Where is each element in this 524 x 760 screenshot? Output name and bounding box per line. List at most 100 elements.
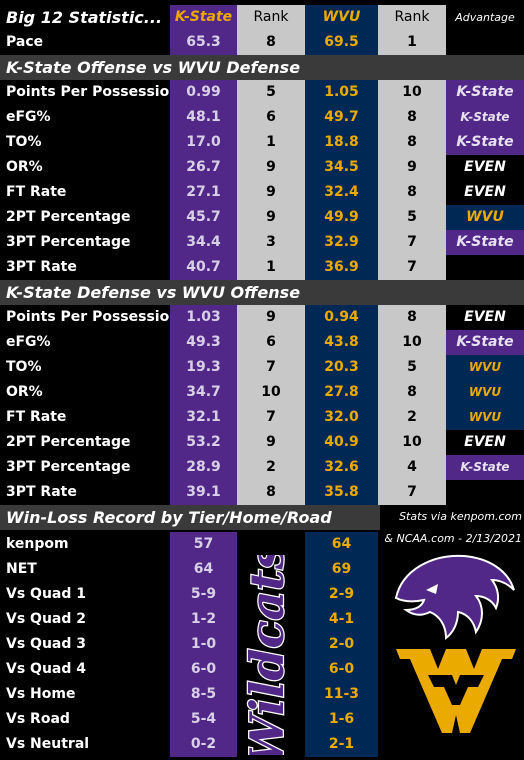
advantage-badge: WVU bbox=[446, 405, 524, 430]
kstate-record: 5-9 bbox=[170, 582, 237, 607]
wvu-rank: 8 bbox=[378, 380, 446, 405]
pace-row: Pace 65.3 8 69.5 1 bbox=[0, 30, 524, 55]
record-row: Vs Quad 4 6-0 6-0 bbox=[0, 657, 524, 682]
stat-row: FT Rate 32.1 7 32.0 2 WVU bbox=[0, 405, 524, 430]
kstate-value: 53.2 bbox=[170, 430, 237, 455]
advantage-badge: K-State bbox=[446, 330, 524, 355]
record-row: NET 64 69 bbox=[0, 557, 524, 582]
advantage-badge: K-State bbox=[446, 130, 524, 155]
kstate-rank: 8 bbox=[237, 480, 305, 505]
wvu-rank: 10 bbox=[378, 330, 446, 355]
powercat-logo bbox=[394, 554, 515, 641]
kstate-value: 32.1 bbox=[170, 405, 237, 430]
kstate-value: 17.0 bbox=[170, 130, 237, 155]
stat-label: 3PT Percentage bbox=[6, 459, 131, 475]
record-section-header: Win-Loss Record by Tier/Home/Road bbox=[0, 505, 380, 530]
advantage-badge bbox=[446, 255, 524, 280]
advantage-badge: EVEN bbox=[446, 155, 524, 180]
advantage-badge: EVEN bbox=[446, 305, 524, 330]
stat-row: TO% 17.0 1 18.8 8 K-State bbox=[0, 130, 524, 155]
wvu-value: 36.9 bbox=[305, 255, 378, 280]
wvu-value: 32.9 bbox=[305, 230, 378, 255]
wvu-value: 49.7 bbox=[305, 105, 378, 130]
record-label: Vs Neutral bbox=[6, 736, 90, 752]
pace-kstate: 65.3 bbox=[170, 30, 237, 55]
stat-row: 2PT Percentage 45.7 9 49.9 5 WVU bbox=[0, 205, 524, 230]
stat-row: 3PT Rate 40.7 1 36.9 7 bbox=[0, 255, 524, 280]
header-wvu: WVU bbox=[305, 5, 378, 30]
offense-section-header: K-State Offense vs WVU Defense bbox=[0, 55, 524, 80]
kstate-value: 19.3 bbox=[170, 355, 237, 380]
wvu-record: 2-1 bbox=[305, 732, 378, 757]
record-label: Vs Quad 3 bbox=[6, 636, 86, 652]
stat-label: Points Per Possession bbox=[6, 84, 170, 100]
kstate-rank: 9 bbox=[237, 305, 305, 330]
wvu-value: 32.6 bbox=[305, 455, 378, 480]
advantage-badge: K-State bbox=[446, 455, 524, 480]
wildcats-wordmark-text: Wildcats bbox=[240, 555, 294, 755]
record-section-title: Win-Loss Record by Tier/Home/Road bbox=[6, 508, 332, 527]
kstate-rank: 6 bbox=[237, 330, 305, 355]
stat-label: 3PT Percentage bbox=[6, 234, 131, 250]
stat-row: OR% 26.7 9 34.5 9 EVEN bbox=[0, 155, 524, 180]
kstate-record: 1-2 bbox=[170, 607, 237, 632]
header-kstate: K-State bbox=[170, 5, 237, 30]
wvu-rank: 5 bbox=[378, 355, 446, 380]
wvu-rank: 2 bbox=[378, 405, 446, 430]
record-row: Vs Neutral 0-2 2-1 bbox=[0, 732, 524, 757]
record-label: Vs Quad 1 bbox=[6, 586, 86, 602]
pace-wvu: 69.5 bbox=[305, 30, 378, 55]
stat-label: TO% bbox=[6, 359, 42, 375]
kstate-rank: 9 bbox=[237, 180, 305, 205]
wvu-value: 43.8 bbox=[305, 330, 378, 355]
wvu-value: 1.05 bbox=[305, 80, 378, 105]
stat-label: eFG% bbox=[6, 334, 51, 350]
kstate-rank: 3 bbox=[237, 230, 305, 255]
wvu-rank: 4 bbox=[378, 455, 446, 480]
record-row: Vs Quad 2 1-2 4-1 bbox=[0, 607, 524, 632]
kstate-value: 49.3 bbox=[170, 330, 237, 355]
stat-label: Points Per Possession bbox=[6, 309, 170, 325]
advantage-badge: EVEN bbox=[446, 430, 524, 455]
pace-kstate-rank: 8 bbox=[237, 30, 305, 55]
stat-row: TO% 19.3 7 20.3 5 WVU bbox=[0, 355, 524, 380]
wvu-record: 1-6 bbox=[305, 707, 378, 732]
header-rank-wvu: Rank bbox=[378, 5, 446, 30]
kstate-record: 57 bbox=[170, 532, 237, 557]
wvu-value: 20.3 bbox=[305, 355, 378, 380]
stat-row: OR% 34.7 10 27.8 8 WVU bbox=[0, 380, 524, 405]
record-row: Vs Quad 1 5-9 2-9 bbox=[0, 582, 524, 607]
wvu-value: 34.5 bbox=[305, 155, 378, 180]
stat-row: eFG% 48.1 6 49.7 8 K-State bbox=[0, 105, 524, 130]
wvu-value: 32.0 bbox=[305, 405, 378, 430]
record-row: kenpom 57 64 bbox=[0, 532, 524, 557]
stat-label: 2PT Percentage bbox=[6, 209, 131, 225]
page-title: Big 12 Statistic... bbox=[6, 8, 163, 27]
kstate-record: 0-2 bbox=[170, 732, 237, 757]
defense-section-title: K-State Defense vs WVU Offense bbox=[6, 283, 301, 302]
credit-line-2: & NCAA.com - 2/13/2021 bbox=[384, 532, 522, 545]
advantage-badge: WVU bbox=[446, 355, 524, 380]
wvu-value: 49.9 bbox=[305, 205, 378, 230]
stat-row: FT Rate 27.1 9 32.4 8 EVEN bbox=[0, 180, 524, 205]
kstate-rank: 9 bbox=[237, 155, 305, 180]
pace-label: Pace bbox=[6, 34, 44, 50]
kstate-rank: 5 bbox=[237, 80, 305, 105]
stat-label: 3PT Rate bbox=[6, 259, 77, 275]
advantage-badge: WVU bbox=[446, 380, 524, 405]
record-label: kenpom bbox=[6, 536, 69, 552]
wvu-rank: 8 bbox=[378, 130, 446, 155]
kstate-rank: 10 bbox=[237, 380, 305, 405]
record-label: Vs Quad 4 bbox=[6, 661, 86, 677]
wvu-record: 4-1 bbox=[305, 607, 378, 632]
kstate-value: 1.03 bbox=[170, 305, 237, 330]
kstate-value: 48.1 bbox=[170, 105, 237, 130]
offense-section-title: K-State Offense vs WVU Defense bbox=[6, 58, 301, 77]
kstate-value: 34.4 bbox=[170, 230, 237, 255]
record-label: NET bbox=[6, 561, 37, 577]
stat-label: TO% bbox=[6, 134, 42, 150]
wvu-value: 32.4 bbox=[305, 180, 378, 205]
kstate-record: 64 bbox=[170, 557, 237, 582]
wvu-record: 6-0 bbox=[305, 657, 378, 682]
wvu-rank: 8 bbox=[378, 105, 446, 130]
